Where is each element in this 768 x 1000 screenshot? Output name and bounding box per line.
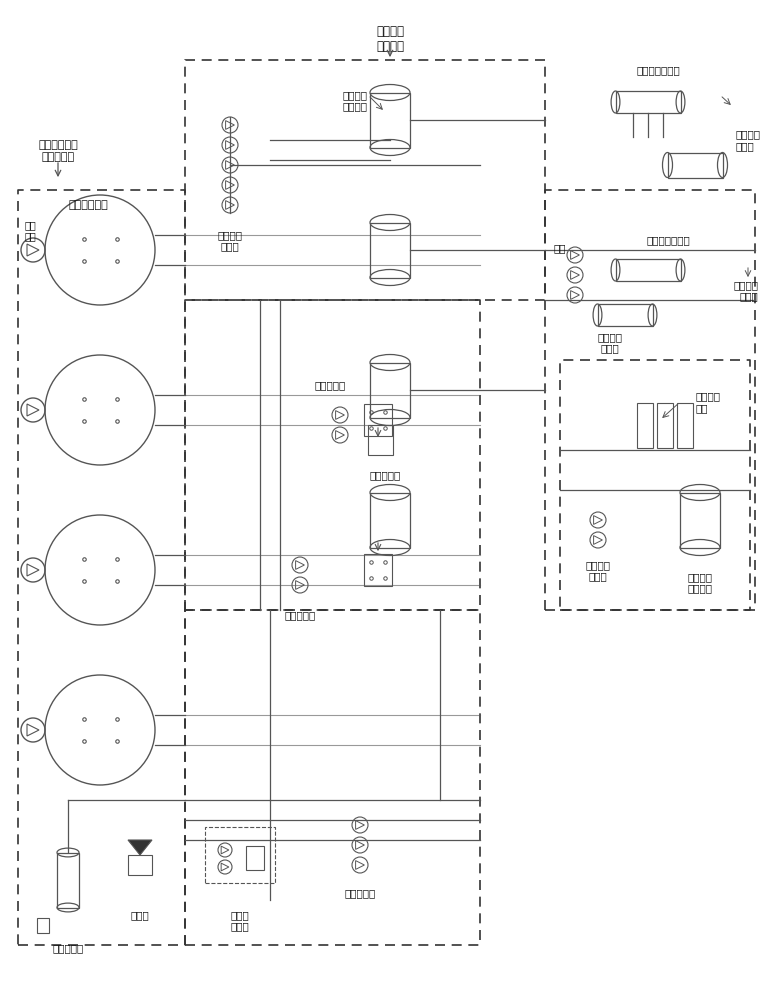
Text: 浮动容积
式换热器: 浮动容积 式换热器 <box>687 572 713 594</box>
Bar <box>657 402 673 448</box>
Text: 板式换热器: 板式换热器 <box>369 470 401 480</box>
Bar <box>370 492 410 548</box>
Bar <box>637 402 653 448</box>
Bar <box>667 152 723 178</box>
Text: 供暖循环泵: 供暖循环泵 <box>284 610 316 620</box>
Text: 太阳能循
环水泵: 太阳能循 环水泵 <box>585 560 611 582</box>
Text: 太阳能集
热器: 太阳能集 热器 <box>695 391 720 413</box>
Text: 生活热水分水器: 生活热水分水器 <box>636 65 680 75</box>
Bar <box>246 846 264 870</box>
Text: 自动热水器: 自动热水器 <box>52 943 84 953</box>
Text: 生活热水
循环系统: 生活热水 循环系统 <box>376 25 404 53</box>
Text: 生活热水
回水箱: 生活热水 回水箱 <box>598 332 623 354</box>
Text: 生活热水集水器: 生活热水集水器 <box>646 235 690 245</box>
Text: 补水箱: 补水箱 <box>131 910 149 920</box>
Bar <box>370 223 410 277</box>
Bar <box>368 425 392 455</box>
Text: 备用: 备用 <box>554 243 566 253</box>
Text: 供暖循环泵: 供暖循环泵 <box>344 888 376 898</box>
Bar <box>598 304 653 326</box>
Text: 电蓄热锅炉供
暖循环系统: 电蓄热锅炉供 暖循环系统 <box>38 140 78 162</box>
Bar <box>615 259 680 281</box>
Bar <box>615 91 680 113</box>
Text: 蓄热式电锅炉: 蓄热式电锅炉 <box>68 200 108 210</box>
Bar <box>370 362 410 418</box>
Bar <box>205 827 275 883</box>
Bar <box>364 554 392 586</box>
Bar <box>680 492 720 548</box>
Text: 生活热水
循环泵: 生活热水 循环泵 <box>217 230 243 252</box>
Text: 浮动容积
式换热器: 浮动容积 式换热器 <box>343 90 368 112</box>
Text: 自动补
水装置: 自动补 水装置 <box>230 910 250 932</box>
Bar <box>128 855 152 875</box>
Bar <box>677 402 693 448</box>
Text: 太阳能供
暖系统: 太阳能供 暖系统 <box>733 280 758 302</box>
Polygon shape <box>128 840 152 855</box>
Bar <box>364 404 392 436</box>
Bar <box>57 852 79 908</box>
Text: 供暖循环泵: 供暖循环泵 <box>314 380 346 390</box>
Text: 内循
环泵: 内循 环泵 <box>24 220 36 242</box>
Bar <box>370 93 410 147</box>
Bar <box>37 918 49 932</box>
Text: 生活热水
供水箱: 生活热水 供水箱 <box>735 129 760 151</box>
